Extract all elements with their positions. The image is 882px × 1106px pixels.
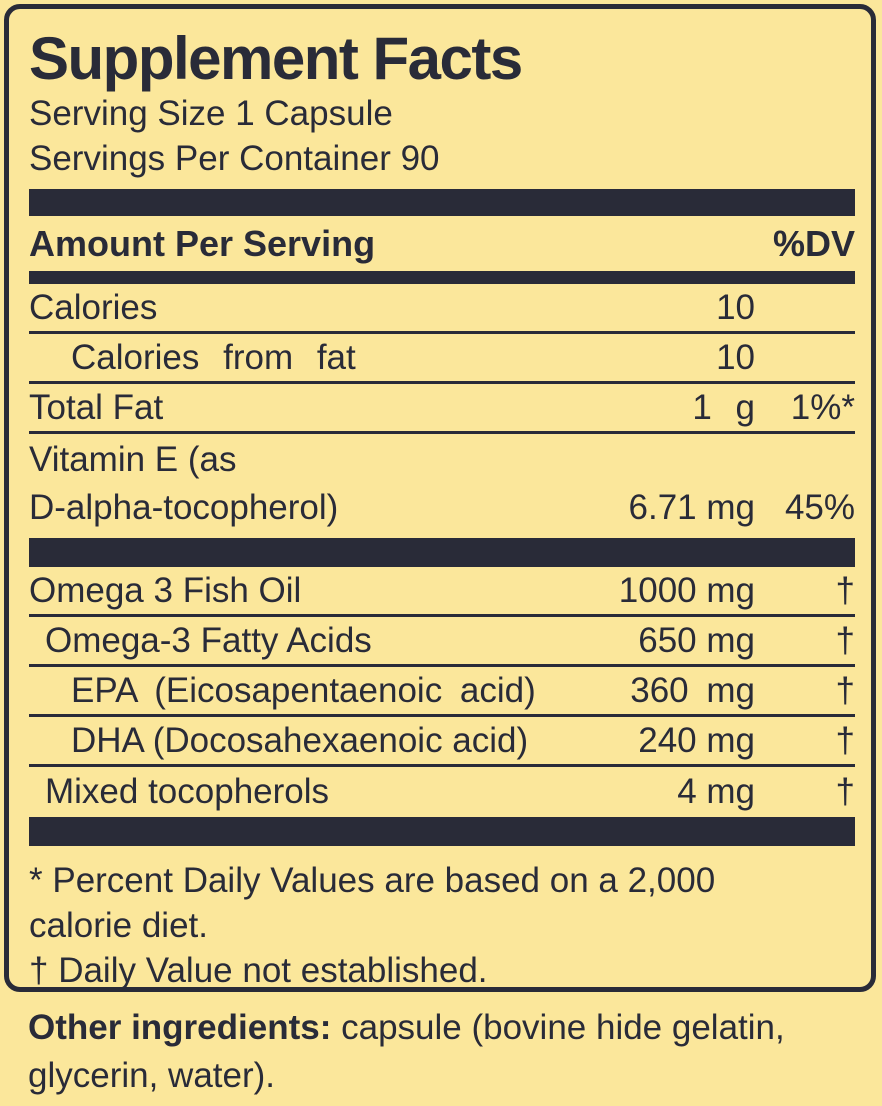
nutrient-name-line2: D-alpha-tocopherol): [29, 488, 339, 527]
table-row-dha: DHA (Docosahexaenoic acid) 240 mg †: [29, 717, 855, 767]
divider-bar-bottom: [29, 817, 855, 846]
nutrient-name-line1: Vitamin E (as: [29, 440, 237, 479]
nutrient-amount: 1000 mg: [618, 570, 755, 610]
nutrient-dv: 1%*: [790, 387, 855, 427]
nutrient-dv: †: [835, 772, 855, 811]
footnotes: * Percent Daily Values are based on a 2,…: [29, 858, 855, 993]
divider-bar-top: [29, 189, 855, 216]
other-ingredients-label: Other ingredients:: [28, 1008, 332, 1047]
nutrient-name: Calories: [29, 287, 158, 327]
panel-title: Supplement Facts: [29, 25, 523, 92]
footnote-daily-values-line1: * Percent Daily Values are based on a 2,…: [29, 861, 716, 900]
table-row-total-fat: Total Fat 1 g 1%*: [29, 384, 855, 434]
footnote-dagger: † Daily Value not established.: [29, 951, 488, 990]
nutrient-amount: 1 g: [692, 387, 755, 427]
other-ingredients-text: capsule (bovine hide gelatin,: [331, 1008, 785, 1047]
nutrient-dv: 45%: [784, 488, 855, 527]
nutrient-dv: †: [835, 620, 855, 660]
nutrient-amount: 240 mg: [638, 720, 755, 760]
nutrient-amount: 4 mg: [677, 772, 755, 811]
table-row-epa: EPA (Eicosapentaenoic acid) 360 mg †: [29, 667, 855, 717]
other-ingredients-line2: glycerin, water).: [28, 1056, 276, 1095]
nutrient-amount: 6.71 mg: [628, 488, 755, 527]
nutrient-amount: 360 mg: [630, 670, 755, 710]
serving-size: Serving Size 1 Capsule: [29, 94, 393, 133]
nutrient-dv: †: [835, 670, 855, 710]
nutrient-amount: 650 mg: [638, 620, 755, 660]
supplement-facts-panel: Supplement Facts Serving Size 1 Capsule …: [4, 4, 876, 992]
servings-per-container: Servings Per Container 90: [29, 139, 440, 178]
nutrient-name: Calories from fat: [71, 337, 356, 377]
nutrient-dv: †: [835, 720, 855, 760]
amount-per-serving-header: Amount Per Serving: [29, 222, 376, 264]
nutrient-dv: †: [835, 570, 855, 610]
divider-bar-header: [29, 271, 855, 284]
divider-bar-middle: [29, 538, 855, 567]
other-ingredients-line1: Other ingredients: capsule (bovine hide …: [28, 1004, 785, 1052]
nutrient-amount: 10: [716, 287, 755, 327]
nutrient-name: Omega-3 Fatty Acids: [45, 620, 372, 660]
footnote-daily-values-line2: calorie diet.: [29, 906, 208, 945]
other-ingredients-section: Other ingredients: capsule (bovine hide …: [28, 1004, 785, 1100]
table-row-omega3-fish-oil: Omega 3 Fish Oil 1000 mg †: [29, 567, 855, 617]
nutrient-name: EPA (Eicosapentaenoic acid): [71, 670, 536, 710]
nutrient-name: Omega 3 Fish Oil: [29, 570, 302, 610]
table-row-omega3-fatty-acids: Omega-3 Fatty Acids 650 mg †: [29, 617, 855, 667]
table-header-row: Amount Per Serving %DV: [29, 216, 855, 271]
nutrient-name: DHA (Docosahexaenoic acid): [71, 720, 529, 760]
percent-dv-header: %DV: [772, 222, 855, 264]
nutrient-name: Total Fat: [29, 387, 164, 427]
table-row-calories: Calories 10: [29, 284, 855, 334]
table-row-vitamin-e: Vitamin E (as D-alpha-tocopherol) 6.71 m…: [29, 434, 855, 538]
table-row-mixed-tocopherols: Mixed tocopherols 4 mg †: [29, 767, 855, 817]
nutrient-amount: 10: [716, 337, 755, 377]
nutrient-row-line2: D-alpha-tocopherol) 6.71 mg 45%: [29, 484, 855, 532]
nutrient-name: Mixed tocopherols: [45, 772, 330, 811]
table-row-calories-from-fat: Calories from fat 10: [29, 334, 855, 384]
